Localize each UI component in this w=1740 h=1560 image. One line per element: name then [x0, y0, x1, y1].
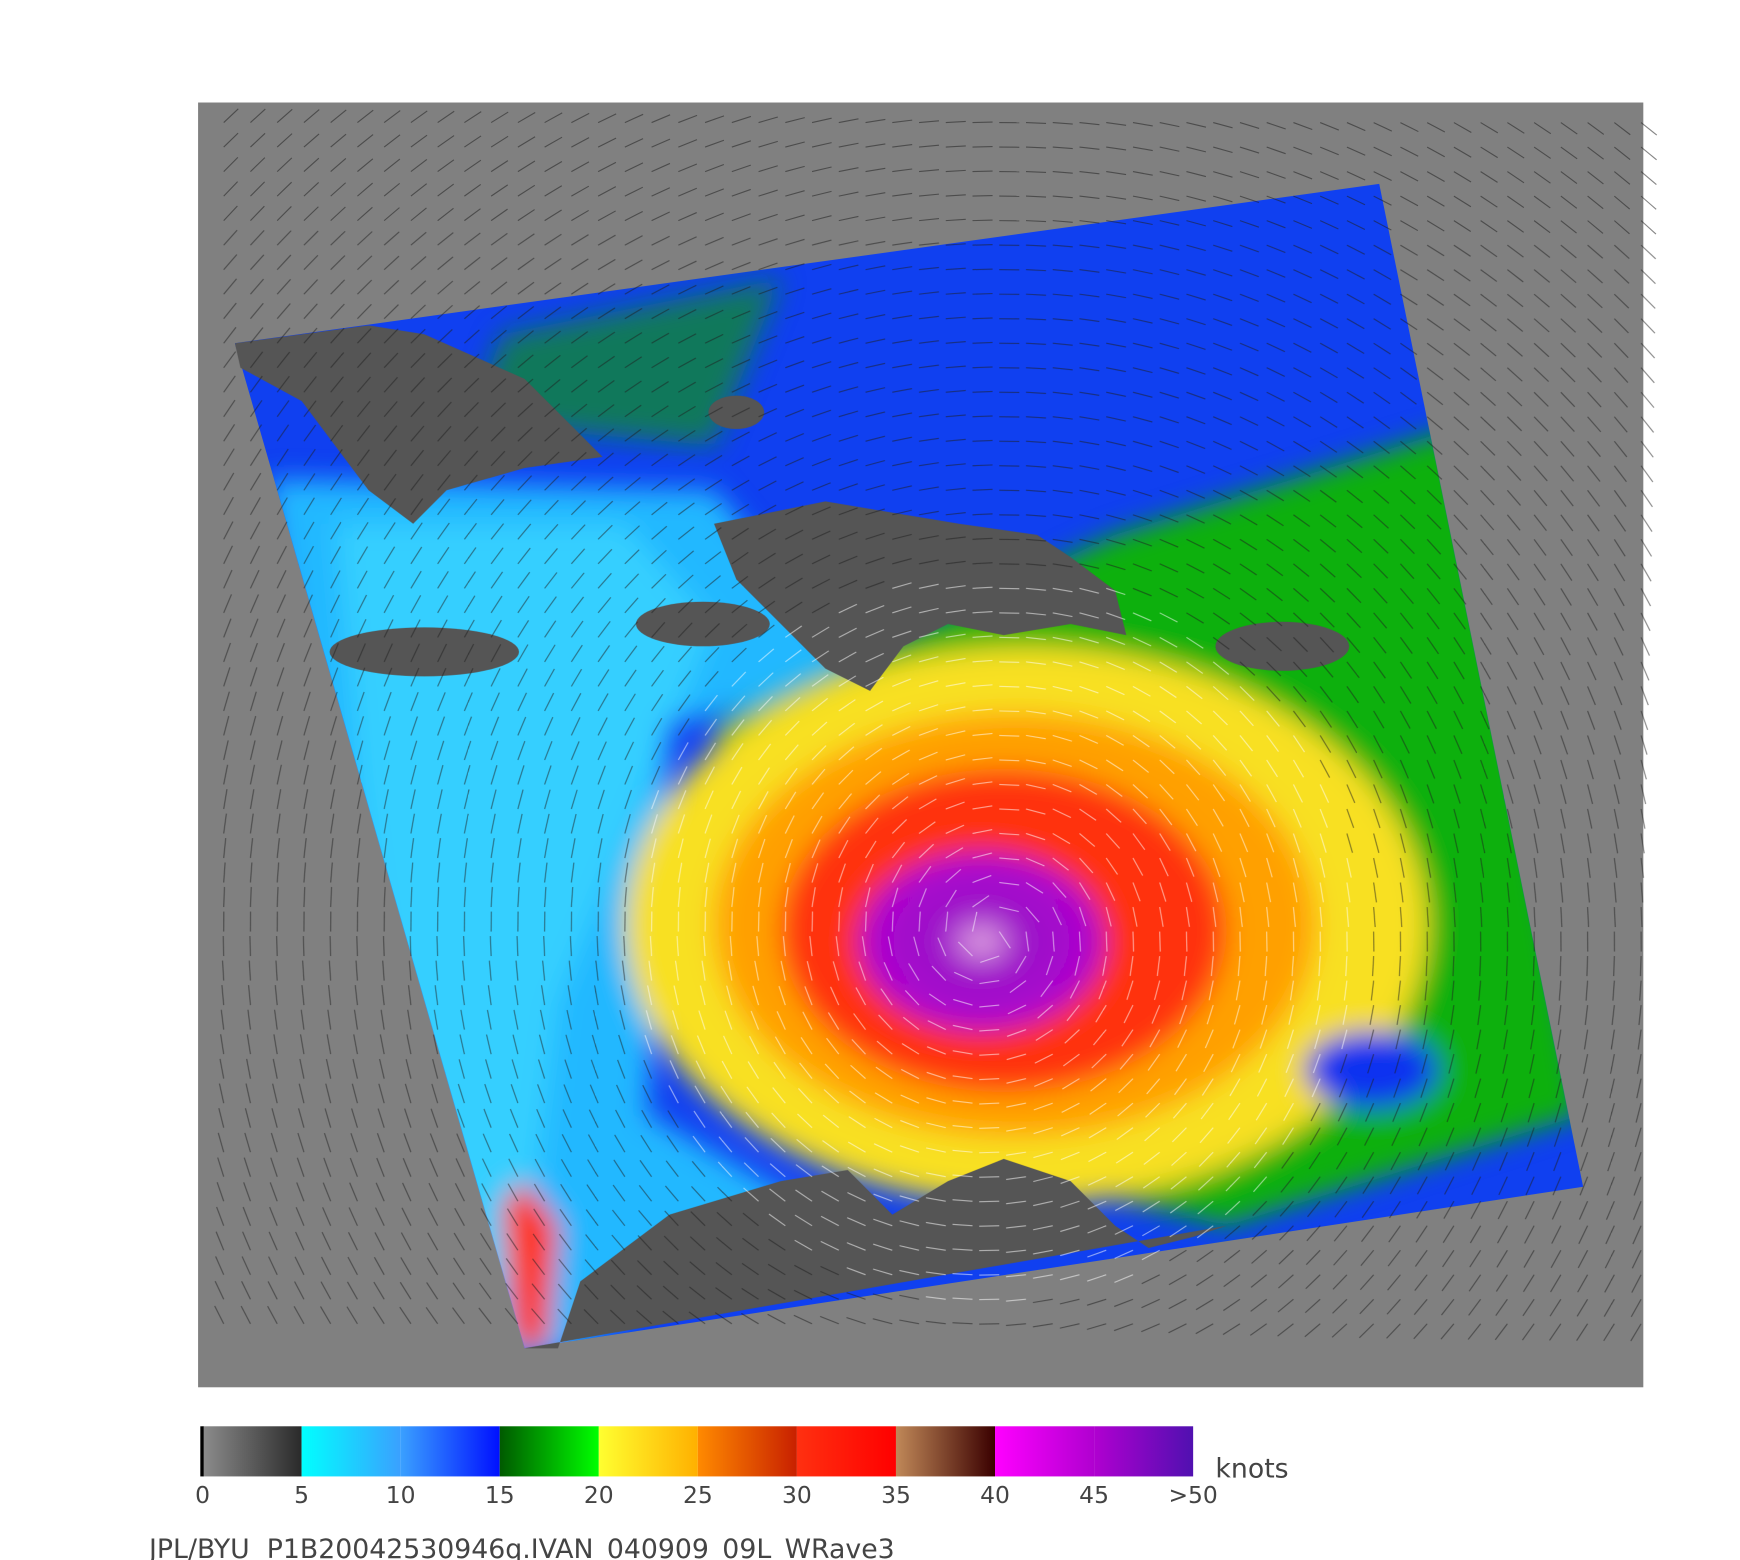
colorbar-segment — [1094, 1426, 1194, 1477]
colorbar-segment — [400, 1426, 500, 1477]
colorbar-segment — [796, 1426, 896, 1477]
colorbar-tick-label: 25 — [683, 1481, 713, 1509]
colorbar-segment — [202, 1426, 302, 1477]
colorbar-tick-label: >50 — [1168, 1481, 1217, 1509]
colorbar-tick-label: 15 — [485, 1481, 515, 1509]
colorbar-edge — [200, 1426, 204, 1477]
footer: JPL/BYU P1B20042530946q.IVAN_040909_09L_… — [147, 1534, 895, 1560]
colorbar-tick-label: 0 — [195, 1481, 210, 1509]
colorbar-segment — [598, 1426, 698, 1477]
colorbar-tick-label: 40 — [980, 1481, 1010, 1509]
colorbar-segment — [995, 1426, 1095, 1477]
wind-barbs — [214, 108, 1658, 1342]
colorbar-tick-label: 10 — [386, 1481, 416, 1509]
colorbar-segment — [895, 1426, 996, 1477]
colorbar-tick-label: 5 — [294, 1481, 309, 1509]
colorbar-tick-label: 20 — [584, 1481, 614, 1509]
land — [234, 325, 1350, 1349]
colorbar: 0 5 10 15 20 25 30 35 40 45 >50 — [195, 1426, 1218, 1509]
colorbar-tick-label: 35 — [881, 1481, 911, 1509]
map — [198, 102, 1658, 1388]
colorbar-unit: knots — [1215, 1454, 1288, 1485]
colorbar-segment — [301, 1426, 401, 1477]
colorbar-tick-label: 30 — [782, 1481, 812, 1509]
colorbar-segment — [697, 1426, 797, 1477]
wind-speed-field — [268, 278, 1584, 1349]
colorbar-segment — [499, 1426, 599, 1477]
colorbar-tick-label: 45 — [1079, 1481, 1109, 1509]
